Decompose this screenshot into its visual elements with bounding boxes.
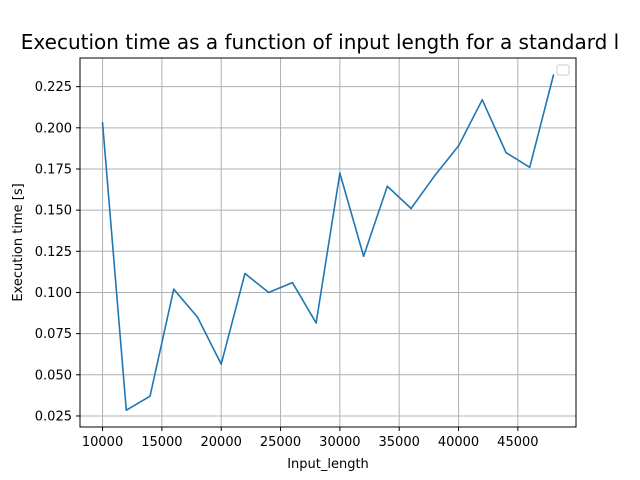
y-tick-label: 0.050 <box>35 368 72 383</box>
data-point <box>172 288 175 290</box>
data-point <box>505 151 507 154</box>
y-axis: 0.025 0.050 0.075 0.100 0.125 0.150 0.175 0.200… <box>35 80 80 424</box>
series-line <box>101 74 555 412</box>
data-point <box>125 409 128 412</box>
data-point <box>457 145 460 147</box>
data-point <box>101 122 104 124</box>
series-layer <box>101 74 555 412</box>
y-tick-label: 0.225 <box>35 80 72 95</box>
data-point <box>149 395 151 398</box>
data-point <box>196 316 199 318</box>
data-point <box>244 272 246 275</box>
x-tick-label: 15000 <box>141 435 182 450</box>
data-point <box>362 255 365 258</box>
x-axis: 10000 15000 20000 25000 30000 35000 40000 45000 <box>82 427 539 450</box>
x-tick-label: 25000 <box>260 435 301 450</box>
y-tick-label: 0.200 <box>35 121 72 136</box>
data-point <box>410 207 412 210</box>
x-tick-label: 40000 <box>438 435 479 450</box>
y-axis-label: Execution time [s] <box>11 183 26 301</box>
data-point <box>481 99 484 101</box>
x-tick-label: 10000 <box>82 435 123 450</box>
y-tick-label: 0.025 <box>35 409 72 424</box>
data-point <box>315 322 317 324</box>
data-point <box>291 281 294 284</box>
y-tick-label: 0.075 <box>35 327 72 342</box>
x-tick-label: 45000 <box>497 435 538 450</box>
data-point <box>267 291 270 294</box>
data-point <box>433 174 436 177</box>
data-point <box>552 74 555 76</box>
data-point <box>339 172 341 174</box>
x-axis-label: Input_length <box>287 457 369 472</box>
x-tick-label: 35000 <box>379 435 420 450</box>
data-point <box>386 185 389 188</box>
y-tick-label: 0.150 <box>35 204 72 219</box>
x-tick-label: 30000 <box>319 435 360 450</box>
y-tick-label: 0.125 <box>35 245 72 260</box>
y-tick-label: 0.100 <box>35 286 72 301</box>
plot-area <box>80 58 576 427</box>
chart-title: Execution time as a function of input le… <box>21 30 619 54</box>
legend-box <box>556 64 570 76</box>
y-tick-label: 0.175 <box>35 162 72 177</box>
plot-border <box>79 57 577 428</box>
x-tick-label: 20000 <box>201 435 242 450</box>
data-point <box>220 363 223 365</box>
data-point <box>528 166 531 169</box>
